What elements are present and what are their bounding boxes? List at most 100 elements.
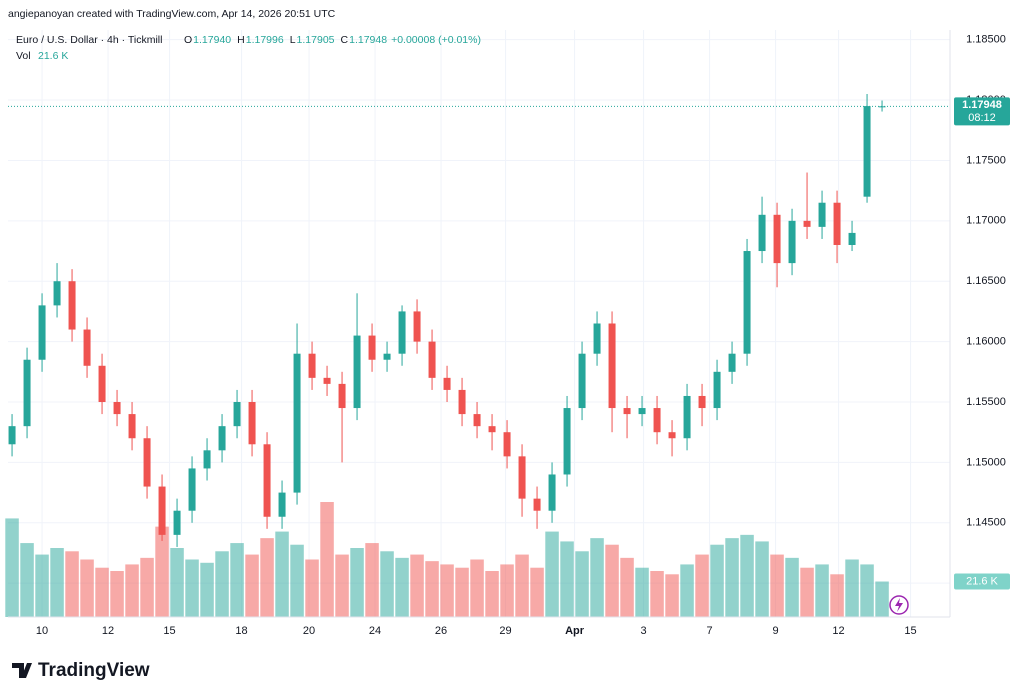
y-tick-label: 1.17000 xyxy=(966,215,1006,227)
candle-body xyxy=(323,377,331,384)
volume-bar xyxy=(830,574,844,617)
x-tick-label: 10 xyxy=(36,625,48,637)
candle-body xyxy=(233,402,241,427)
x-tick-label: 7 xyxy=(706,625,712,637)
x-tick-label: 15 xyxy=(904,625,916,637)
candle-body xyxy=(383,353,391,360)
volume-bar xyxy=(560,541,574,617)
ohlc-legend: O 1.17940 H 1.17996 L 1.17905 C 1.17948 +0.00008… xyxy=(184,34,481,46)
price-pane xyxy=(8,94,950,547)
candle-body xyxy=(623,408,631,415)
volume-bar xyxy=(80,559,94,617)
candle-body xyxy=(848,232,856,245)
axes: 1.140001.145001.150001.155001.160001.165… xyxy=(36,34,1010,637)
candle-body xyxy=(158,486,166,535)
volume-bar xyxy=(875,581,889,617)
volume-bar xyxy=(575,551,589,617)
volume-bar xyxy=(140,557,154,617)
volume-bar xyxy=(50,548,64,617)
volume-bar xyxy=(815,564,829,617)
last-price-label: 1.17948 xyxy=(962,99,1002,111)
candle-body xyxy=(593,323,601,354)
candle-body xyxy=(443,377,451,390)
y-tick-label: 1.18500 xyxy=(966,34,1006,46)
volume-bar xyxy=(665,574,679,617)
candle-body xyxy=(173,510,181,535)
volume-bar xyxy=(740,534,754,617)
volume-bar xyxy=(755,541,769,617)
volume-bar xyxy=(410,554,424,617)
ohlc-name: O xyxy=(184,34,192,46)
x-tick-label: Apr xyxy=(565,625,585,637)
candle-body xyxy=(23,359,31,427)
candle-body xyxy=(473,414,481,427)
ohlc-name: C xyxy=(341,34,349,46)
volume-bar xyxy=(170,548,184,617)
volume-bar xyxy=(290,544,304,617)
ohlc-value: 1.17948 xyxy=(349,34,387,46)
volume-bar xyxy=(155,526,169,617)
x-tick-label: 18 xyxy=(235,625,247,637)
volume-bar xyxy=(95,567,109,617)
y-tick-label: 1.16000 xyxy=(966,336,1006,348)
alert-bolt xyxy=(895,598,903,612)
candle-body xyxy=(863,106,871,197)
candle-body xyxy=(83,329,91,366)
ohlc-value: 1.17996 xyxy=(246,34,284,46)
volume-bar xyxy=(230,543,244,617)
candle-body xyxy=(743,251,751,354)
candle-body xyxy=(773,214,781,264)
candle-body xyxy=(188,468,196,511)
volume-bar xyxy=(515,554,529,617)
volume-pane xyxy=(5,502,889,617)
x-tick-label: 12 xyxy=(832,625,844,637)
volume-bar xyxy=(485,571,499,617)
candle-body xyxy=(683,395,691,439)
candle-body xyxy=(143,438,151,487)
x-tick-label: 15 xyxy=(163,625,175,637)
candle-body xyxy=(488,426,496,433)
volume-bar xyxy=(35,554,49,617)
candle-body xyxy=(263,444,271,517)
candle-body xyxy=(398,311,406,354)
candle-body xyxy=(758,214,766,252)
x-tick-label: 20 xyxy=(303,625,315,637)
volume-bar xyxy=(725,538,739,617)
volume-bar xyxy=(110,571,124,617)
candle-body xyxy=(608,323,616,409)
ohlc-name: H xyxy=(237,34,245,46)
y-tick-label: 1.17500 xyxy=(966,154,1006,166)
volume-bar xyxy=(65,551,79,617)
volume-bar xyxy=(380,551,394,617)
volume-bar xyxy=(200,562,214,617)
candle-body xyxy=(653,408,661,433)
candle-body xyxy=(218,426,226,451)
volume-bar xyxy=(845,559,859,617)
candle-body xyxy=(293,353,301,493)
volume-bar xyxy=(215,551,229,617)
volume-bar xyxy=(440,564,454,617)
candle-body xyxy=(458,389,466,415)
volume-bar xyxy=(500,564,514,617)
volume-bar xyxy=(5,518,19,617)
candle-body xyxy=(788,220,796,264)
volume-bar xyxy=(20,543,34,617)
candle-body xyxy=(113,402,121,415)
candle-body xyxy=(833,202,841,245)
candle-body xyxy=(803,220,811,227)
volume-bar xyxy=(320,502,334,617)
x-tick-label: 3 xyxy=(640,625,646,637)
volume-bar xyxy=(245,554,259,617)
candle-body xyxy=(8,426,16,445)
volume-bar xyxy=(365,543,379,617)
x-tick-label: 12 xyxy=(102,625,114,637)
logo: TradingView xyxy=(12,660,150,681)
candle-body xyxy=(278,492,286,517)
volume-bar xyxy=(350,548,364,617)
candle-body xyxy=(68,281,76,330)
y-tick-label: 1.15000 xyxy=(966,456,1006,468)
candle-body xyxy=(818,202,826,227)
volume-bar xyxy=(695,554,709,617)
candle-body xyxy=(98,365,106,403)
